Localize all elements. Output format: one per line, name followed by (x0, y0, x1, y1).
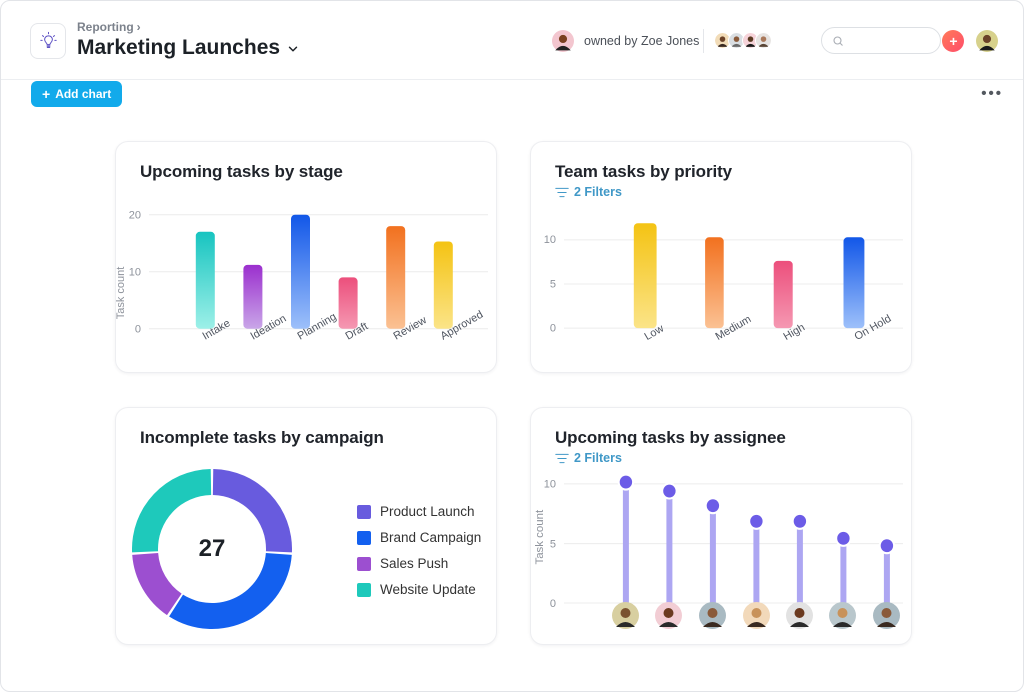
svg-text:0: 0 (550, 323, 556, 335)
svg-text:5: 5 (550, 538, 556, 550)
svg-text:0: 0 (550, 598, 556, 610)
svg-text:Task count: Task count (534, 509, 546, 565)
svg-text:10: 10 (129, 267, 141, 279)
svg-text:10: 10 (544, 234, 556, 246)
svg-text:0: 0 (135, 324, 141, 336)
svg-text:20: 20 (129, 210, 141, 222)
svg-text:Task count: Task count (115, 267, 127, 320)
svg-text:27: 27 (199, 535, 226, 562)
svg-text:10: 10 (544, 478, 556, 490)
svg-text:5: 5 (550, 279, 556, 291)
